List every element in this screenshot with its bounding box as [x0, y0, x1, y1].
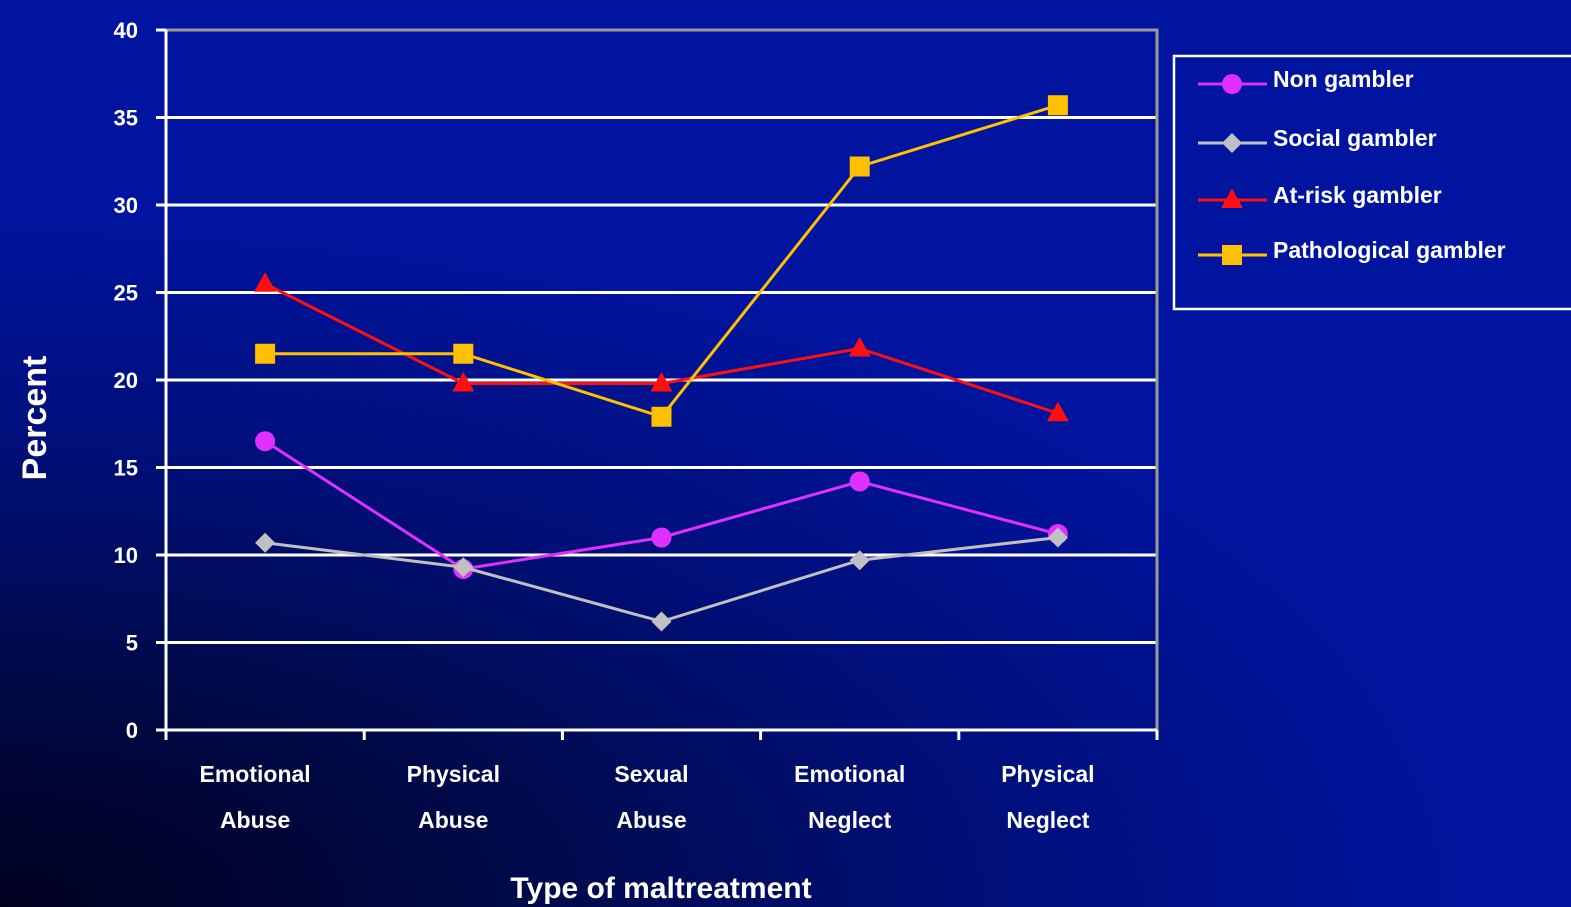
series-1 — [255, 527, 1068, 632]
legend-label-1: Social gambler — [1273, 125, 1437, 151]
legend-label-3: Pathological gambler — [1273, 237, 1506, 263]
series-1-point-4 — [1047, 527, 1068, 548]
y-tick-label-20: 20 — [114, 368, 138, 393]
series-2-point-1 — [452, 372, 475, 392]
y-tick-label-10: 10 — [114, 543, 138, 568]
axes — [156, 28, 1159, 740]
y-tick-label-35: 35 — [114, 106, 138, 131]
x-tick-label-2-0: Sexual — [614, 761, 688, 787]
x-tick-label-3-0: Emotional — [794, 761, 905, 787]
legend: Non gambler Social gambler At-risk gambler… — [1172, 54, 1571, 311]
legend-marker-2 — [1221, 188, 1243, 208]
x-tick-label-1-0: Physical — [407, 761, 500, 787]
series-line-2 — [264, 282, 1059, 415]
y-tick-label-15: 15 — [114, 456, 138, 481]
series-line-3 — [265, 103, 1059, 419]
series-3-point-0 — [255, 343, 276, 364]
series-2-point-4 — [1046, 401, 1069, 422]
y-tick-label-30: 30 — [114, 193, 138, 218]
series-2-point-2 — [650, 372, 673, 392]
series-2-point-3 — [848, 337, 871, 357]
grid-lines — [166, 116, 1157, 644]
x-axis-label: Type of maltreatment — [510, 872, 811, 905]
series-layer — [254, 95, 1069, 632]
x-tick-label-0-1: Abuse — [220, 807, 290, 833]
series-3-point-1 — [453, 343, 474, 364]
series-1-point-3 — [849, 550, 870, 571]
legend-label-2: At-risk gambler — [1273, 182, 1442, 208]
x-tick-label-3-1: Neglect — [808, 807, 891, 833]
y-tick-label-40: 40 — [114, 18, 138, 43]
y-tick-labels: 0 5 10 15 20 25 30 35 40 — [114, 18, 138, 743]
x-tick-label-0-0: Emotional — [200, 761, 311, 787]
legend-marker-3 — [1222, 245, 1242, 265]
series-1-point-2 — [651, 611, 672, 632]
series-1-point-1 — [453, 557, 474, 578]
x-tick-label-4-1: Neglect — [1006, 807, 1089, 833]
x-tick-label-1-1: Abuse — [418, 807, 488, 833]
y-axis-label: Percent — [16, 356, 54, 481]
series-3-point-3 — [849, 156, 870, 177]
y-tick-label-0: 0 — [126, 718, 138, 743]
legend-marker-0 — [1222, 74, 1242, 94]
x-tick-label-2-1: Abuse — [616, 807, 686, 833]
series-1-point-0 — [255, 532, 276, 553]
x-tick-label-4-0: Physical — [1001, 761, 1094, 787]
series-0-point-3 — [849, 471, 870, 492]
series-2-point-0 — [254, 272, 277, 292]
legend-box — [1172, 54, 1571, 311]
series-0-point-0 — [255, 431, 276, 452]
series-line-1 — [264, 536, 1059, 624]
legend-label-0: Non gambler — [1273, 66, 1414, 92]
series-3 — [255, 95, 1068, 427]
series-0-point-2 — [651, 527, 672, 548]
y-tick-label-25: 25 — [114, 281, 138, 306]
x-tick-labels: Emotional Abuse Physical Abuse Sexual Abuse Em… — [200, 761, 1095, 833]
y-tick-label-5: 5 — [126, 631, 138, 656]
legend-marker-1 — [1222, 133, 1242, 153]
series-3-point-4 — [1047, 95, 1068, 116]
series-3-point-2 — [651, 406, 672, 427]
series-2 — [254, 272, 1069, 422]
